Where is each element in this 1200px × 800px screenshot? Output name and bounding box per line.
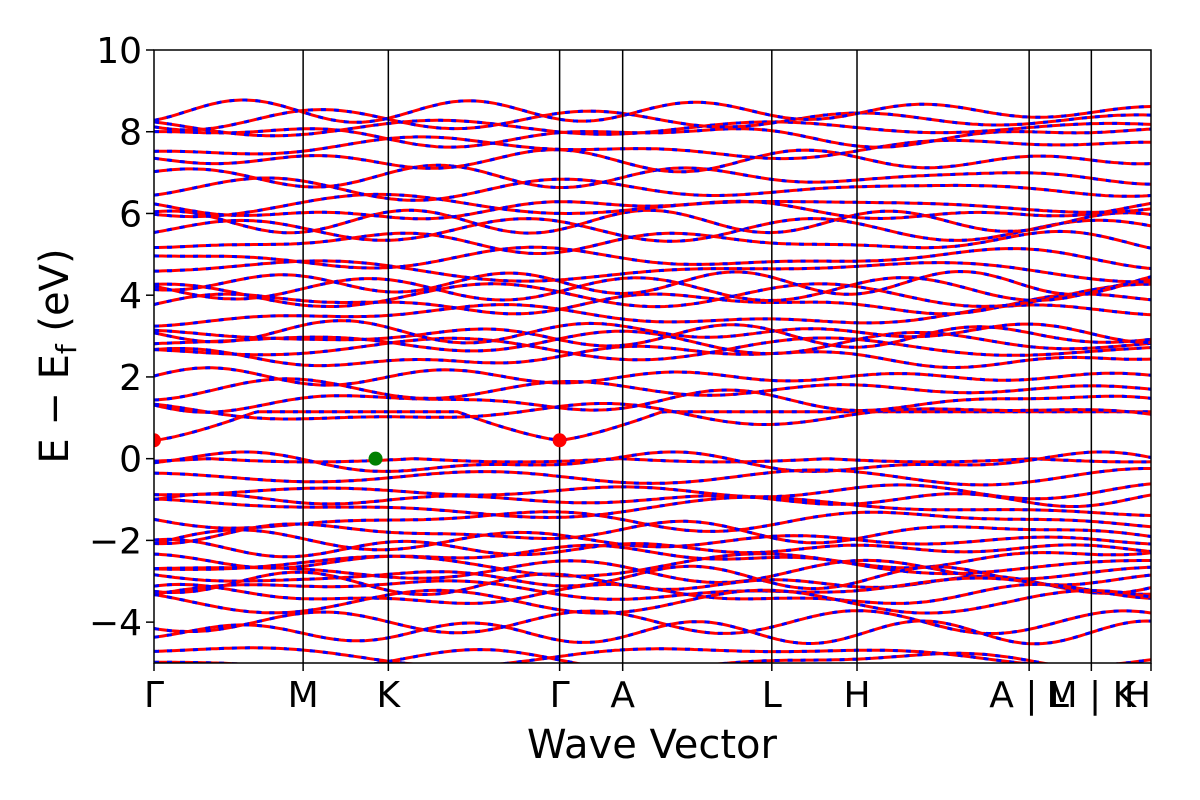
band-line-blue	[154, 135, 1151, 161]
band-line-blue	[154, 619, 1151, 646]
plot-frame	[153, 49, 1152, 664]
y-axis-title: E − Ef (eV)	[32, 248, 83, 463]
band-line-blue	[154, 576, 1151, 601]
band-line-red	[154, 528, 1151, 552]
band-line-blue	[154, 495, 1151, 520]
y-axis-ticks: −4 −2 0 2 4 6 8 10	[89, 31, 154, 644]
band-line-blue	[154, 118, 1151, 138]
y-tick-label: 2	[119, 358, 142, 399]
y-tick-label: −4	[89, 603, 142, 644]
x-tick-label: A	[610, 675, 635, 716]
band-line-blue	[154, 648, 1051, 663]
x-tick-label: M | K	[1047, 675, 1138, 716]
x-tick-label: H	[843, 675, 870, 716]
band-line-red	[154, 176, 1151, 202]
band-line-blue	[154, 269, 1151, 296]
band-line-blue	[154, 457, 1151, 464]
band-line-blue	[154, 402, 1151, 426]
band-line-blue	[154, 510, 1151, 533]
band-line-blue	[154, 292, 1151, 316]
y-tick-label: 10	[96, 31, 142, 72]
x-tick-label: M	[288, 675, 319, 716]
x-tick-label: A | L	[989, 675, 1069, 716]
band-line-blue	[154, 208, 1151, 235]
band-line-red	[154, 282, 1151, 309]
x-axis-title: Wave Vector	[527, 722, 778, 768]
band-line-blue	[154, 336, 1151, 362]
y-axis-title-main: E − E	[32, 354, 78, 464]
band-edge-markers	[154, 433, 567, 466]
band-line-blue	[154, 467, 1151, 487]
band-line-red	[154, 377, 1151, 402]
band-line-blue	[154, 492, 1151, 508]
band-line-blue	[154, 646, 1151, 663]
band-line-blue	[154, 366, 1151, 387]
y-tick-label: −2	[89, 521, 142, 562]
y-tick-label: 8	[119, 113, 142, 154]
band-line-red	[154, 588, 1151, 615]
band-line-blue	[154, 543, 1151, 570]
band-line-blue	[154, 192, 1151, 219]
x-tick-label: L	[762, 675, 782, 716]
band-line-red	[154, 148, 1151, 174]
band-line-blue	[154, 537, 1151, 559]
band-line-red	[154, 519, 1151, 546]
band-line-red	[154, 388, 1151, 414]
x-tick-label: Γ	[550, 675, 570, 716]
bands-layer	[154, 98, 1151, 663]
band-line-blue	[154, 410, 1151, 442]
y-axis-title-unit: (eV)	[32, 248, 78, 344]
y-tick-label: 6	[119, 194, 142, 235]
cbm-marker	[552, 433, 567, 448]
cbm-marker	[154, 433, 161, 448]
band-line-red	[154, 564, 1151, 591]
vbm-marker	[368, 451, 383, 466]
band-line-blue	[154, 450, 1151, 473]
band-line-blue	[154, 582, 1151, 605]
band-line-blue	[154, 319, 1151, 345]
band-line-red	[154, 217, 1151, 243]
band-line-blue	[154, 259, 1151, 284]
x-tick-label: H	[1124, 675, 1151, 716]
y-axis-title-subscript: f	[50, 343, 83, 354]
band-line-red	[154, 108, 1151, 132]
x-tick-label: K	[377, 675, 402, 716]
band-line-blue	[154, 229, 1151, 255]
band-line-blue	[154, 98, 1151, 124]
band-line-blue	[154, 199, 1151, 221]
band-line-red	[154, 329, 1151, 355]
band-line-red	[154, 276, 1151, 303]
y-tick-label: 0	[119, 440, 142, 481]
band-line-blue	[154, 245, 1151, 270]
band-line-red	[154, 163, 1151, 189]
band-line-blue	[154, 127, 1151, 149]
y-tick-label: 4	[119, 276, 142, 317]
band-line-blue	[154, 344, 1151, 369]
x-tick-label: Γ	[144, 675, 164, 716]
kpoint-lines	[302, 50, 1093, 663]
